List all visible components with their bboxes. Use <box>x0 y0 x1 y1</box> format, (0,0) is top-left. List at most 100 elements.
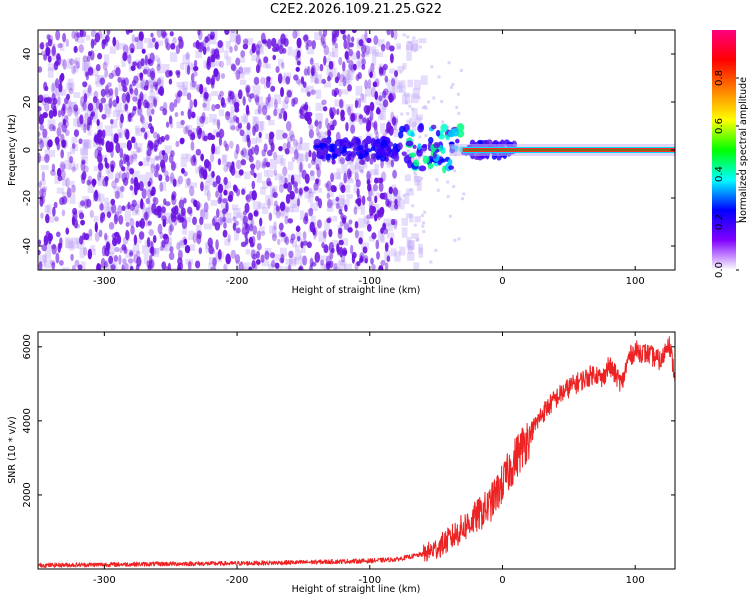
spectral-noise-mark <box>193 199 198 208</box>
spectral-noise-mark <box>331 159 336 165</box>
spectral-noise-mark <box>121 56 126 67</box>
spectral-noise-mark <box>315 89 322 99</box>
spectral-noise-mark <box>414 216 421 223</box>
spectral-noise-mark <box>46 242 51 249</box>
spectral-noise-mark <box>398 86 406 94</box>
spectral-noise-mark <box>333 263 338 270</box>
spectral-noise-mark <box>225 201 229 213</box>
spectral-noise-mark <box>150 247 157 257</box>
spectral-noise-mark <box>38 106 42 112</box>
spectral-noise-mark <box>210 57 215 68</box>
spectral-noise-mark <box>450 85 454 89</box>
spectral-noise-mark <box>364 258 368 264</box>
spectral-noise-mark <box>240 159 247 166</box>
spectral-noise-mark <box>193 98 198 108</box>
spectral-noise-mark <box>68 240 75 251</box>
spectral-noise-mark <box>334 42 338 49</box>
spectral-noise-mark <box>159 231 164 240</box>
spectral-noise-mark <box>182 224 188 235</box>
spectral-noise-mark <box>105 259 112 267</box>
spectral-noise-mark <box>166 42 171 51</box>
spectral-noise-mark <box>82 100 87 111</box>
spectral-signal-mark <box>441 158 446 163</box>
spectral-noise-mark <box>121 244 127 251</box>
spectral-noise-mark <box>77 240 85 249</box>
spectral-noise-mark <box>184 244 191 254</box>
spectral-noise-mark <box>82 81 88 88</box>
spectral-noise-mark <box>368 235 376 242</box>
spectral-noise-mark <box>261 162 266 169</box>
spectral-noise-mark <box>38 94 44 103</box>
spectral-noise-mark <box>206 60 211 71</box>
spectral-noise-mark <box>279 175 285 187</box>
spectral-noise-mark <box>169 176 176 185</box>
spectral-noise-mark <box>333 185 337 193</box>
spectral-noise-mark <box>149 67 156 79</box>
spectral-noise-mark <box>223 176 228 186</box>
spectral-noise-mark <box>265 133 272 140</box>
spectral-noise-mark <box>295 54 301 63</box>
spectral-noise-mark <box>418 155 422 159</box>
spectral-noise-mark <box>251 180 256 190</box>
spectral-noise-mark <box>196 125 201 136</box>
spectral-noise-mark <box>199 116 205 124</box>
spectral-noise-mark <box>210 266 217 270</box>
spectral-noise-mark <box>351 254 356 264</box>
spectral-noise-mark <box>208 38 216 45</box>
spectral-noise-mark <box>242 96 246 106</box>
spectral-noise-mark <box>276 155 284 165</box>
spectral-noise-mark <box>242 38 249 45</box>
spectral-noise-mark <box>187 260 192 270</box>
spectral-noise-mark <box>210 48 216 57</box>
spectral-noise-mark <box>87 66 94 72</box>
spectral-noise-mark <box>327 75 331 82</box>
spectral-noise-mark <box>355 61 361 70</box>
spectral-noise-mark <box>80 161 86 172</box>
spectral-noise-mark <box>133 234 138 246</box>
spectral-noise-mark <box>95 75 100 85</box>
spectral-noise-mark <box>175 44 181 55</box>
spectral-noise-mark <box>135 128 143 137</box>
spectral-noise-mark <box>196 84 202 93</box>
spectral-noise-mark <box>80 219 86 226</box>
spectral-noise-mark <box>127 113 132 122</box>
spectral-noise-mark <box>336 198 345 208</box>
spectral-noise-mark <box>115 39 120 51</box>
spectral-noise-mark <box>342 69 351 80</box>
spectral-noise-mark <box>138 180 144 192</box>
spectral-noise-mark <box>354 100 359 109</box>
spectral-noise-mark <box>421 106 425 110</box>
spectral-noise-mark <box>322 30 328 37</box>
x-tick-label: -200 <box>226 575 249 586</box>
spectral-noise-mark <box>197 30 201 36</box>
spectral-noise-mark <box>153 99 158 107</box>
spectral-noise-mark <box>385 79 392 86</box>
spectral-noise-mark <box>177 90 183 98</box>
spectral-noise-mark <box>185 178 192 189</box>
spectral-noise-mark <box>74 57 81 69</box>
spectral-noise-mark <box>371 232 377 240</box>
spectral-noise-mark <box>112 237 118 247</box>
spectral-noise-mark <box>296 60 301 66</box>
spectral-noise-mark <box>107 169 114 179</box>
spectral-noise-mark <box>160 135 166 143</box>
spectral-noise-mark <box>248 266 253 270</box>
spectral-noise-mark <box>293 74 299 81</box>
spectral-noise-mark <box>47 119 56 130</box>
spectral-noise-mark <box>407 240 414 251</box>
spectral-noise-mark <box>222 229 228 238</box>
spectral-noise-mark <box>56 127 62 137</box>
spectral-noise-mark <box>69 58 75 66</box>
spectral-noise-mark <box>455 105 459 109</box>
spectral-noise-mark <box>384 242 389 252</box>
spectral-noise-mark <box>113 186 122 194</box>
spectral-signal-mark <box>422 155 430 164</box>
spectral-noise-mark <box>257 202 266 209</box>
spectral-noise-mark <box>405 101 409 105</box>
spectral-noise-mark <box>78 212 85 220</box>
spectral-noise-mark <box>332 33 337 39</box>
y-tick-label: 40 <box>22 48 33 61</box>
spectral-noise-mark <box>182 54 190 65</box>
spectral-noise-mark <box>382 192 388 200</box>
spectral-noise-mark <box>71 216 76 226</box>
